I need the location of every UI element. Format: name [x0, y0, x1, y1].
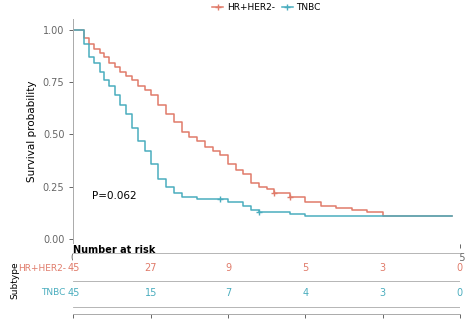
X-axis label: Time: Time [254, 268, 279, 278]
Text: 3: 3 [380, 263, 385, 273]
Text: TNBC: TNBC [41, 288, 66, 297]
Text: 5: 5 [302, 263, 309, 273]
Point [255, 210, 263, 215]
Text: 45: 45 [67, 263, 80, 273]
Text: P=0.062: P=0.062 [92, 191, 137, 202]
Legend: HR+HER2-, TNBC: HR+HER2-, TNBC [209, 0, 325, 15]
Text: 3: 3 [380, 288, 385, 298]
Text: Number at risk: Number at risk [73, 245, 156, 255]
Text: 4: 4 [302, 288, 308, 298]
Text: Subtype: Subtype [10, 262, 19, 300]
Text: HR+HER2-: HR+HER2- [18, 264, 66, 273]
Point [271, 191, 278, 196]
Text: 9: 9 [225, 263, 231, 273]
Point [286, 195, 293, 200]
Text: 7: 7 [225, 288, 231, 298]
Point [217, 197, 224, 202]
Y-axis label: Survival probability: Survival probability [27, 81, 37, 182]
Text: 0: 0 [457, 288, 463, 298]
Text: 0: 0 [457, 263, 463, 273]
Text: 27: 27 [145, 263, 157, 273]
Text: 45: 45 [67, 288, 80, 298]
Text: 15: 15 [145, 288, 157, 298]
